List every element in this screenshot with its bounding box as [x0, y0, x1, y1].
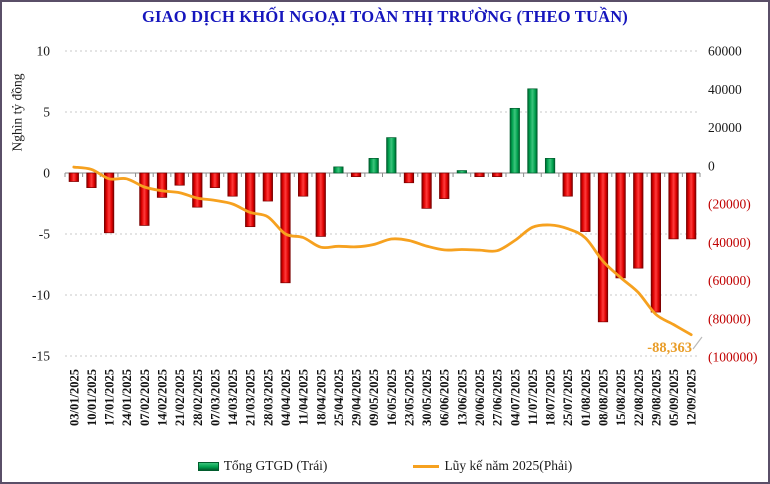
svg-text:0: 0	[708, 158, 715, 173]
y-left-tick-labels: 10 5 0 -5 -10 -15	[32, 44, 50, 364]
svg-text:05/09/2025: 05/09/2025	[667, 369, 681, 426]
svg-text:11/07/2025: 11/07/2025	[526, 369, 540, 425]
svg-text:10: 10	[37, 44, 51, 59]
svg-text:-15: -15	[32, 349, 50, 364]
svg-text:11/04/2025: 11/04/2025	[297, 369, 311, 425]
svg-text:(40000): (40000)	[708, 235, 751, 250]
svg-text:17/01/2025: 17/01/2025	[103, 369, 117, 426]
svg-text:04/07/2025: 04/07/2025	[508, 369, 522, 426]
svg-text:03/01/2025: 03/01/2025	[67, 369, 81, 426]
svg-text:5: 5	[43, 105, 50, 120]
svg-text:16/05/2025: 16/05/2025	[385, 369, 399, 426]
svg-text:(100000): (100000)	[708, 350, 758, 365]
svg-text:07/03/2025: 07/03/2025	[208, 369, 222, 426]
svg-text:60000: 60000	[708, 44, 742, 59]
y-right-tick-labels: 60000 40000 20000 0 (20000) (40000) (60000) (80…	[708, 44, 758, 365]
svg-text:0: 0	[43, 166, 50, 181]
svg-text:40000: 40000	[708, 82, 742, 97]
svg-text:08/08/2025: 08/08/2025	[597, 369, 611, 426]
legend-bar-swatch-icon	[197, 461, 219, 471]
svg-text:12/09/2025: 12/09/2025	[685, 369, 699, 426]
category-axis	[64, 172, 701, 177]
svg-text:-10: -10	[32, 288, 50, 303]
svg-text:13/06/2025: 13/06/2025	[455, 369, 469, 426]
legend-line-swatch-icon	[413, 464, 440, 468]
svg-text:(80000): (80000)	[708, 311, 751, 326]
legend-item-line: Lũy kế năm 2025(Phải)	[413, 458, 572, 474]
svg-text:14/03/2025: 14/03/2025	[226, 369, 240, 426]
svg-text:25/07/2025: 25/07/2025	[561, 369, 575, 426]
legend-bar-label: Tổng GTGD (Trái)	[223, 458, 328, 473]
cumulative-line	[72, 165, 693, 337]
svg-text:29/08/2025: 29/08/2025	[649, 369, 663, 426]
svg-text:28/02/2025: 28/02/2025	[191, 369, 205, 426]
svg-text:25/04/2025: 25/04/2025	[332, 369, 346, 426]
svg-text:23/05/2025: 23/05/2025	[403, 369, 417, 426]
svg-text:29/04/2025: 29/04/2025	[350, 369, 364, 426]
svg-text:10/01/2025: 10/01/2025	[85, 369, 99, 426]
svg-text:06/06/2025: 06/06/2025	[438, 369, 452, 426]
svg-text:(20000): (20000)	[708, 197, 751, 212]
cumulative-annotation: -88,363	[647, 340, 692, 356]
svg-text:20000: 20000	[708, 120, 742, 135]
svg-text:24/01/2025: 24/01/2025	[120, 369, 134, 426]
svg-text:21/03/2025: 21/03/2025	[244, 369, 258, 426]
svg-text:18/04/2025: 18/04/2025	[314, 369, 328, 426]
x-axis-labels: 03/01/2025 10/01/2025 17/01/2025 24/01/2025…	[67, 369, 698, 426]
svg-text:01/08/2025: 01/08/2025	[579, 369, 593, 426]
svg-text:04/04/2025: 04/04/2025	[279, 369, 293, 426]
svg-text:15/08/2025: 15/08/2025	[614, 369, 628, 426]
chart-title: GIAO DỊCH KHỐI NGOẠI TOÀN THỊ TRƯỜNG (TH…	[141, 7, 629, 26]
legend-item-bars: Tổng GTGD (Trái)	[197, 458, 328, 474]
svg-text:14/02/2025: 14/02/2025	[156, 369, 170, 426]
gridlines	[65, 50, 700, 357]
svg-text:20/06/2025: 20/06/2025	[473, 369, 487, 426]
svg-text:27/06/2025: 27/06/2025	[491, 369, 505, 426]
bar-series	[68, 88, 697, 323]
svg-text:09/05/2025: 09/05/2025	[367, 369, 381, 426]
svg-text:18/07/2025: 18/07/2025	[544, 369, 558, 426]
svg-text:-5: -5	[39, 227, 50, 242]
annotation-leader-line	[692, 336, 703, 350]
svg-text:21/02/2025: 21/02/2025	[173, 369, 187, 426]
svg-text:30/05/2025: 30/05/2025	[420, 369, 434, 426]
svg-text:(60000): (60000)	[708, 273, 751, 288]
svg-text:28/03/2025: 28/03/2025	[261, 369, 275, 426]
legend-line-label: Lũy kế năm 2025(Phải)	[444, 458, 573, 473]
legend: Tổng GTGD (Trái) Lũy kế năm 2025(Phải)	[2, 458, 768, 474]
svg-text:22/08/2025: 22/08/2025	[632, 369, 646, 426]
svg-text:07/02/2025: 07/02/2025	[138, 369, 152, 426]
